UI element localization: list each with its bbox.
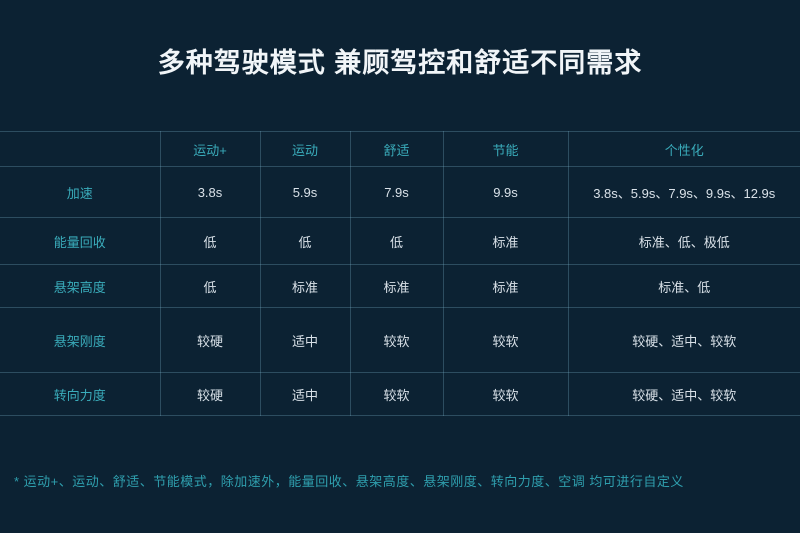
table-cell: 较软 (349, 372, 444, 416)
table-cell: 标准、低 (567, 264, 800, 308)
table-cell: 较软 (442, 372, 569, 416)
table-cell: 较硬 (159, 307, 261, 373)
driving-mode-table: 运动+ 运动 舒适 节能 个性化 加速 3.8s 5.9s 7.9s 9.9s … (0, 131, 800, 416)
table-cell: 低 (159, 217, 261, 265)
table-cell: 5.9s (259, 166, 351, 218)
table-cell: 标准 (442, 264, 569, 308)
table-cell: 较软 (442, 307, 569, 373)
table-row-suspension-height: 悬架高度 低 标准 标准 标准 标准、低 (0, 264, 800, 308)
table-corner-cell (0, 131, 161, 167)
row-label: 加速 (0, 166, 161, 218)
row-label: 转向力度 (0, 372, 161, 416)
table-cell: 适中 (259, 307, 351, 373)
table-row-energy-recovery: 能量回收 低 低 低 标准 标准、低、极低 (0, 217, 800, 265)
table-cell: 低 (159, 264, 261, 308)
table-row-suspension-stiffness: 悬架刚度 较硬 适中 较软 较软 较硬、适中、较软 (0, 307, 800, 373)
table-cell: 标准、低、极低 (567, 217, 800, 265)
table-cell: 9.9s (442, 166, 569, 218)
table-cell: 3.8s (159, 166, 261, 218)
row-label: 悬架刚度 (0, 307, 161, 373)
table-cell: 标准 (259, 264, 351, 308)
table-cell: 标准 (349, 264, 444, 308)
column-header-comfort: 舒适 (349, 131, 444, 167)
table-cell: 标准 (442, 217, 569, 265)
table-cell: 7.9s (349, 166, 444, 218)
row-label: 悬架高度 (0, 264, 161, 308)
column-header-sport-plus: 运动+ (159, 131, 261, 167)
table-row-acceleration: 加速 3.8s 5.9s 7.9s 9.9s 3.8s、5.9s、7.9s、9.… (0, 166, 800, 218)
table-cell: 低 (349, 217, 444, 265)
table-cell: 较硬、适中、较软 (567, 372, 800, 416)
table-row-steering-force: 转向力度 较硬 适中 较软 较软 较硬、适中、较软 (0, 372, 800, 416)
table-cell: 适中 (259, 372, 351, 416)
table-header-row: 运动+ 运动 舒适 节能 个性化 (0, 131, 800, 167)
table-cell: 较硬 (159, 372, 261, 416)
footnote: * 运动+、运动、舒适、节能模式，除加速外，能量回收、悬架高度、悬架刚度、转向力… (14, 474, 684, 489)
column-header-custom: 个性化 (567, 131, 800, 167)
column-header-sport: 运动 (259, 131, 351, 167)
page-title: 多种驾驶模式 兼顾驾控和舒适不同需求 (157, 48, 643, 78)
row-label: 能量回收 (0, 217, 161, 265)
table-cell: 较软 (349, 307, 444, 373)
table-cell: 较硬、适中、较软 (567, 307, 800, 373)
table-cell: 低 (259, 217, 351, 265)
table-cell: 3.8s、5.9s、7.9s、9.9s、12.9s (567, 166, 800, 218)
column-header-eco: 节能 (442, 131, 569, 167)
